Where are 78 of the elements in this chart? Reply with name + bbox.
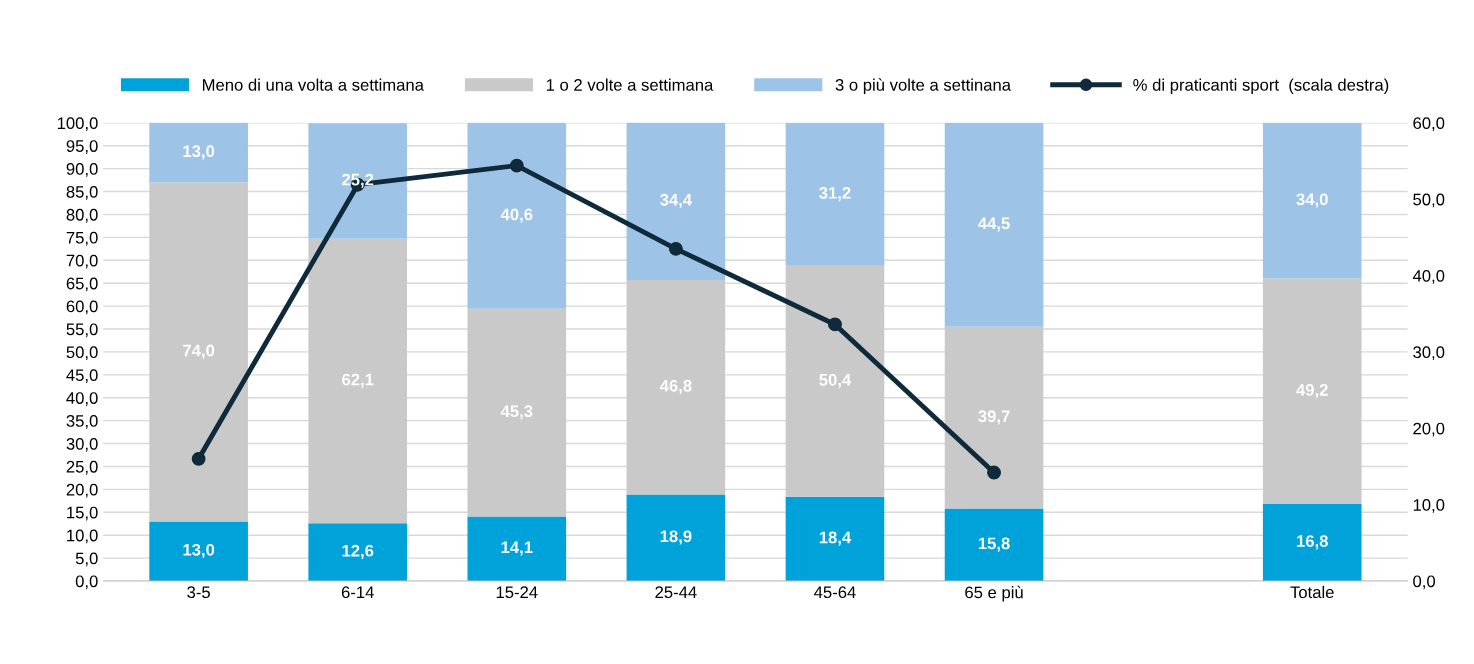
legend-label: 1 o 2 volte a settimana — [546, 78, 714, 91]
y2-tick-label: 0,0 — [1413, 575, 1436, 590]
data-label: 40,6 — [500, 208, 533, 223]
legend-label: Meno di una volta a settimana — [202, 78, 424, 91]
data-label: 16,8 — [1297, 535, 1328, 550]
x-tick-label: 15-24 — [496, 586, 538, 599]
y-tick-label: 55,0 — [66, 323, 98, 338]
data-label: 14,1 — [501, 541, 533, 556]
bar — [785, 122, 885, 266]
bar — [626, 279, 726, 495]
point — [668, 241, 683, 256]
bar — [626, 122, 726, 280]
bar — [149, 521, 248, 581]
data-label: 12,6 — [342, 544, 374, 560]
data-label: 13,0 — [183, 145, 215, 160]
bar — [308, 123, 408, 239]
y2-tick-label: 20,0 — [1413, 422, 1445, 437]
y-tick-label: 10,0 — [67, 529, 98, 544]
x-tick-label: 25-44 — [655, 586, 697, 599]
bar — [467, 308, 567, 517]
bar — [149, 182, 248, 522]
bar — [1262, 504, 1362, 581]
data-label: 18,9 — [660, 530, 692, 545]
bar — [1262, 122, 1362, 279]
y-tick-label: 35,0 — [66, 415, 98, 429]
x-tick-label: 3-5 — [187, 586, 210, 599]
point — [191, 451, 206, 466]
y-tick-label: 20,0 — [66, 483, 98, 498]
y-tick-label: 0,0 — [75, 575, 98, 590]
y-tick-label: 70,0 — [66, 254, 98, 269]
bar — [785, 265, 885, 497]
legend-label: % di praticanti sport (scala destra) — [1133, 78, 1389, 95]
y2-tick-label: 30,0 — [1413, 346, 1445, 361]
y-tick-label: 25,0 — [66, 460, 98, 475]
bar — [944, 508, 1044, 581]
point — [987, 465, 1001, 480]
bar — [308, 523, 408, 581]
x-tick-label: 6-14 — [341, 586, 374, 599]
bar — [944, 326, 1044, 509]
y-tick-label: 30,0 — [66, 437, 98, 452]
x-tick-label: Totale — [1290, 585, 1334, 599]
y2-tick-label: 60,0 — [1413, 117, 1445, 132]
y-tick-label: 65,0 — [66, 277, 98, 292]
y-tick-label: 75,0 — [66, 231, 98, 246]
point — [828, 317, 842, 332]
y-tick-label: 85,0 — [66, 185, 98, 200]
y-tick-label: 95,0 — [66, 140, 98, 154]
y-tick-label: 40,0 — [66, 392, 98, 406]
y-tick-label: 90,0 — [66, 163, 98, 177]
bar — [467, 516, 567, 581]
bar — [626, 494, 726, 581]
x-tick-label: 65 e più — [965, 585, 1023, 602]
y-tick-label: 80,0 — [66, 208, 98, 223]
y2-tick-label: 50,0 — [1413, 193, 1445, 208]
y-tick-label: 50,0 — [66, 346, 98, 361]
data-label: 18,4 — [819, 531, 852, 546]
bar — [308, 238, 408, 524]
data-label: 31,2 — [819, 186, 851, 202]
data-label: 15,8 — [978, 537, 1010, 552]
bar — [944, 122, 1044, 327]
data-label: 34,4 — [660, 193, 693, 209]
data-label: 13,0 — [183, 543, 215, 559]
point — [509, 158, 524, 173]
y-tick-label: 100,0 — [57, 117, 98, 132]
bar — [149, 122, 248, 183]
y-tick-label: 5,0 — [75, 552, 98, 567]
data-label: 34,0 — [1296, 193, 1328, 208]
data-label: 44,5 — [978, 217, 1010, 232]
y-tick-label: 45,0 — [66, 369, 98, 383]
x-tick-label: 45-64 — [814, 586, 856, 599]
y-tick-label: 60,0 — [66, 300, 98, 315]
legend-label: 3 o più volte a settinana — [835, 78, 1012, 95]
bar — [785, 496, 885, 581]
y2-tick-label: 10,0 — [1413, 499, 1445, 513]
y-tick-label: 15,0 — [67, 506, 98, 521]
y2-tick-label: 40,0 — [1412, 269, 1445, 284]
bar — [467, 122, 567, 309]
bar — [1262, 278, 1362, 505]
